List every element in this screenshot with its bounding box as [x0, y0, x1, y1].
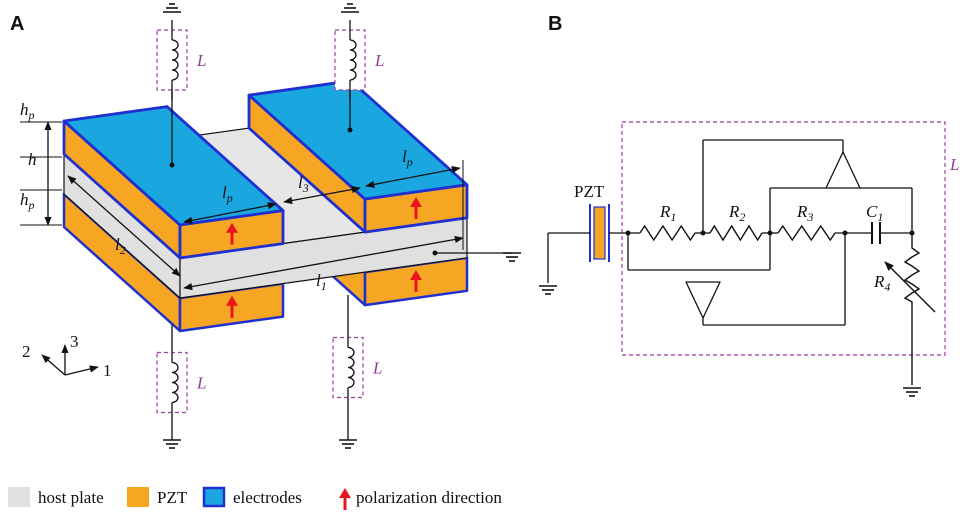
legend-swatch	[127, 487, 149, 507]
legend-label: electrodes	[233, 488, 302, 507]
component-label-sub: 2	[739, 210, 745, 224]
component-label-sub: 1	[877, 210, 883, 224]
resistor	[778, 226, 835, 240]
junction	[348, 128, 353, 133]
legend-label: PZT	[157, 488, 188, 507]
legend-label: host plate	[38, 488, 104, 507]
inductor-label: L	[374, 51, 384, 70]
axis-arrow	[65, 367, 98, 375]
component-label: R3	[796, 202, 813, 224]
dimension-label: h	[28, 150, 37, 169]
dimension-label: hp	[20, 190, 35, 212]
resistor	[905, 233, 919, 385]
dimension-label-sub: p	[28, 198, 35, 212]
inductor-label: L	[949, 155, 959, 174]
inductor-label: L	[372, 359, 382, 378]
figure: ABLLLLhphhplpl3lpl2l1231LPZTR1R2R3C1R4ho…	[0, 0, 966, 517]
dimension-label: hp	[20, 100, 35, 122]
dimension-label-sub: p	[406, 155, 413, 169]
component-label-sub: 3	[806, 210, 813, 224]
dimension-label-sub: p	[226, 191, 233, 205]
inductor-label: L	[196, 51, 206, 70]
legend-label: polarization direction	[356, 488, 502, 507]
resistor	[640, 226, 695, 240]
component-label: R1	[659, 202, 676, 224]
pzt-element	[594, 207, 605, 259]
dimension-label-sub: 3	[302, 181, 309, 195]
dimension-label-sub: 2	[120, 243, 126, 257]
op-amp	[826, 152, 860, 188]
component-label: R4	[873, 272, 890, 294]
component-label-base: C	[866, 202, 878, 221]
component-label-sub: 1	[670, 210, 676, 224]
axis-label: 2	[22, 342, 31, 361]
component-label-base: R	[728, 202, 740, 221]
panel-label: A	[10, 13, 24, 35]
component-label-base: R	[659, 202, 671, 221]
axis-label: 3	[70, 332, 79, 351]
component-label: R2	[728, 202, 745, 224]
component-label: C1	[866, 202, 883, 224]
polarization-arrow-head	[339, 488, 351, 498]
resistor	[710, 226, 762, 240]
dimension-label-base: h	[20, 190, 29, 209]
legend-swatch	[204, 488, 224, 506]
dimension-label-base: h	[28, 150, 37, 169]
dimension-label-sub: p	[28, 108, 35, 122]
dimension-label-base: h	[20, 100, 29, 119]
panel-label: B	[548, 13, 562, 35]
axis-arrow	[42, 355, 65, 375]
component-label-base: R	[796, 202, 808, 221]
inductor-label: L	[196, 374, 206, 393]
component-label-sub: 4	[884, 280, 890, 294]
component-label-base: R	[873, 272, 885, 291]
variable-arrow	[885, 262, 935, 312]
pzt-label: PZT	[574, 182, 605, 201]
junction	[170, 163, 175, 168]
legend-swatch	[8, 487, 30, 507]
dimension-label-sub: 1	[321, 279, 327, 293]
axis-label: 1	[103, 361, 112, 380]
op-amp	[686, 282, 720, 318]
